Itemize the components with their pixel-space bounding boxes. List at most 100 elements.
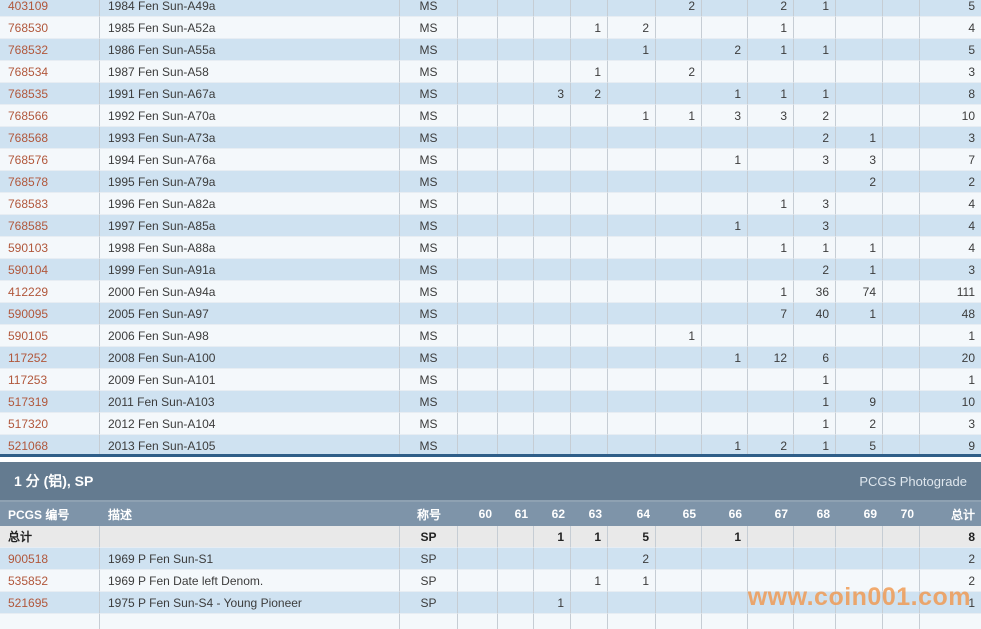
pcgs-number-link[interactable]: 403109 bbox=[0, 0, 100, 17]
grade-cell bbox=[794, 614, 836, 629]
grade-cell bbox=[836, 570, 883, 592]
grade-cell bbox=[608, 259, 656, 281]
grade-cell bbox=[794, 171, 836, 193]
pcgs-number-link[interactable]: 768535 bbox=[0, 83, 100, 105]
grade-cell: 1 bbox=[608, 105, 656, 127]
grade-cell bbox=[883, 105, 920, 127]
grade-cell bbox=[656, 548, 702, 570]
pcgs-number-link[interactable]: 900518 bbox=[0, 548, 100, 570]
grade-cell bbox=[656, 413, 702, 435]
pcgs-number-link[interactable]: 768534 bbox=[0, 61, 100, 83]
grade-cell bbox=[534, 39, 571, 61]
grade-cell bbox=[702, 592, 748, 614]
column-header-grade-60: 60 bbox=[458, 502, 498, 526]
grade-cell bbox=[534, 325, 571, 347]
grade-cell bbox=[702, 548, 748, 570]
grade-cell: 36 bbox=[794, 281, 836, 303]
grade-cell bbox=[748, 369, 794, 391]
photograde-link[interactable]: PCGS Photograde bbox=[859, 473, 967, 489]
grade-cell bbox=[656, 259, 702, 281]
pcgs-number-link[interactable]: 768578 bbox=[0, 171, 100, 193]
designation-cell: MS bbox=[400, 435, 458, 454]
table-row: 590103 1998 Fen Sun-A88a MS 1 1 1 4 bbox=[0, 237, 981, 259]
pcgs-number-link[interactable]: 521695 bbox=[0, 592, 100, 614]
coin-description: 1997 Fen Sun-A85a bbox=[100, 215, 400, 237]
total-cell: 10 bbox=[920, 105, 981, 127]
pcgs-number-link[interactable]: 590103 bbox=[0, 237, 100, 259]
grade-cell: 3 bbox=[794, 193, 836, 215]
grade-cell bbox=[571, 413, 608, 435]
table-row: 768534 1987 Fen Sun-A58 MS 1 2 3 bbox=[0, 61, 981, 83]
pcgs-number-link[interactable]: 412229 bbox=[0, 281, 100, 303]
grade-cell bbox=[836, 347, 883, 369]
pcgs-number-link[interactable]: 768583 bbox=[0, 193, 100, 215]
grade-cell bbox=[571, 369, 608, 391]
grade-cell bbox=[458, 259, 498, 281]
grade-cell: 1 bbox=[748, 17, 794, 39]
grade-cell bbox=[608, 614, 656, 629]
grade-cell bbox=[748, 259, 794, 281]
grade-cell bbox=[571, 281, 608, 303]
pcgs-number-link[interactable]: 517320 bbox=[0, 413, 100, 435]
coin-description: 2012 Fen Sun-A104 bbox=[100, 413, 400, 435]
designation-cell: MS bbox=[400, 303, 458, 325]
grade-cell bbox=[883, 193, 920, 215]
designation-cell: SP bbox=[400, 526, 458, 548]
grade-cell bbox=[534, 391, 571, 413]
grade-cell bbox=[458, 281, 498, 303]
total-cell: 2 bbox=[920, 548, 981, 570]
designation-cell: MS bbox=[400, 61, 458, 83]
grade-cell bbox=[458, 570, 498, 592]
pcgs-number-link[interactable]: 517319 bbox=[0, 391, 100, 413]
grade-cell bbox=[571, 347, 608, 369]
grade-cell bbox=[836, 592, 883, 614]
grade-cell bbox=[656, 39, 702, 61]
pcgs-number-link[interactable] bbox=[0, 614, 100, 629]
grade-cell bbox=[498, 39, 534, 61]
total-row: 总计 SP 1 1 5 1 8 bbox=[0, 526, 981, 548]
grade-cell bbox=[656, 435, 702, 454]
grade-cell bbox=[794, 61, 836, 83]
grade-cell bbox=[836, 526, 883, 548]
grade-cell bbox=[458, 17, 498, 39]
pcgs-number-link[interactable]: 117252 bbox=[0, 347, 100, 369]
grade-cell bbox=[498, 237, 534, 259]
designation-cell: MS bbox=[400, 149, 458, 171]
grade-cell bbox=[534, 127, 571, 149]
grade-cell bbox=[458, 435, 498, 454]
grade-cell bbox=[608, 435, 656, 454]
grade-cell: 3 bbox=[794, 149, 836, 171]
grade-cell: 1 bbox=[794, 39, 836, 61]
pcgs-number-link[interactable]: 768568 bbox=[0, 127, 100, 149]
pcgs-number-link[interactable]: 590105 bbox=[0, 325, 100, 347]
pcgs-number-link[interactable]: 768530 bbox=[0, 17, 100, 39]
table-row: 117252 2008 Fen Sun-A100 MS 1 12 6 20 bbox=[0, 347, 981, 369]
grade-cell: 1 bbox=[836, 237, 883, 259]
grade-cell: 1 bbox=[794, 413, 836, 435]
total-cell: 8 bbox=[920, 526, 981, 548]
pcgs-number-link[interactable]: 535852 bbox=[0, 570, 100, 592]
pcgs-number-link[interactable]: 768576 bbox=[0, 149, 100, 171]
pcgs-number-link[interactable]: 590104 bbox=[0, 259, 100, 281]
pcgs-number-link[interactable]: 590095 bbox=[0, 303, 100, 325]
grade-cell bbox=[702, 325, 748, 347]
grade-cell: 1 bbox=[794, 0, 836, 17]
coin-description: 1969 P Fen Sun-S1 bbox=[100, 548, 400, 570]
grade-cell: 1 bbox=[702, 526, 748, 548]
pcgs-number-link[interactable]: 768566 bbox=[0, 105, 100, 127]
table-row: 768578 1995 Fen Sun-A79a MS 2 2 bbox=[0, 171, 981, 193]
pcgs-number-link[interactable]: 768585 bbox=[0, 215, 100, 237]
section-header: 1 分 (铝), SP PCGS Photograde bbox=[0, 462, 981, 502]
grade-cell bbox=[656, 592, 702, 614]
grade-cell bbox=[498, 281, 534, 303]
coin-description: 1969 P Fen Date left Denom. bbox=[100, 570, 400, 592]
pcgs-number-link[interactable]: 521068 bbox=[0, 435, 100, 454]
pcgs-number-link[interactable]: 768532 bbox=[0, 39, 100, 61]
grade-cell bbox=[498, 0, 534, 17]
grade-cell bbox=[571, 325, 608, 347]
column-header-description: 描述 bbox=[100, 502, 400, 526]
grade-cell bbox=[836, 83, 883, 105]
grade-cell bbox=[656, 17, 702, 39]
pcgs-number-link[interactable]: 117253 bbox=[0, 369, 100, 391]
grade-cell bbox=[794, 325, 836, 347]
